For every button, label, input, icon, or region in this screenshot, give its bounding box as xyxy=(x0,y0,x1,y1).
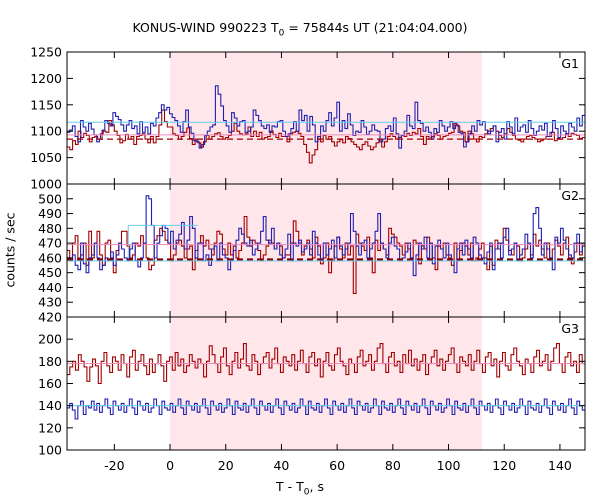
panel-g1: 1000 1050 1100 1150 1200 1250 G1 xyxy=(30,45,586,192)
y-tick-label: 1000 xyxy=(30,177,62,192)
x-tick-label: 80 xyxy=(385,458,401,473)
y-axis-label: counts / sec xyxy=(2,212,18,288)
series-red-g1 xyxy=(67,109,585,164)
y-tick-label: 120 xyxy=(38,420,62,435)
y-tick-label: 100 xyxy=(38,443,62,458)
y-tick-label: 1250 xyxy=(30,45,62,60)
x-tick-label: 20 xyxy=(218,458,234,473)
panel-label-g3: G3 xyxy=(561,321,579,336)
chart-title: KONUS-WIND 990223 T0 = 75844s UT (21:04:… xyxy=(132,20,468,39)
y-tick-label: 1150 xyxy=(30,97,62,112)
x-tick-label: 140 xyxy=(548,458,572,473)
y-tick-label: 140 xyxy=(38,398,62,413)
panel-label-g1: G1 xyxy=(561,56,579,71)
y-tick-label: 180 xyxy=(38,354,62,369)
y-tick-label: 480 xyxy=(38,221,62,236)
series-blue-g1 xyxy=(67,85,585,149)
y-tick-label: 200 xyxy=(38,332,62,347)
y-tick-label: 470 xyxy=(38,236,62,251)
y-tick-label: 500 xyxy=(38,191,62,206)
y-tick-label: 460 xyxy=(38,250,62,265)
panel-g3: 100 120 140 160 180 200 G3 xyxy=(38,316,586,458)
y-tick-label: 430 xyxy=(38,295,62,310)
y-tick-label: 1050 xyxy=(30,150,62,165)
x-tick-label: 120 xyxy=(492,458,516,473)
x-tick-label: 60 xyxy=(329,458,345,473)
x-tick-label: 100 xyxy=(437,458,461,473)
x-tick-label: 40 xyxy=(273,458,289,473)
x-axis-label: T - T0, s xyxy=(276,479,324,498)
y-tick-label: 1100 xyxy=(30,124,62,139)
series-blue-g3 xyxy=(67,398,585,420)
y-tick-label: 490 xyxy=(38,206,62,221)
y-tick-label: 420 xyxy=(38,310,62,325)
y-tick-label: 450 xyxy=(38,265,62,280)
series-red-g3 xyxy=(67,343,585,385)
y-tick-label: 440 xyxy=(38,280,62,295)
x-tick-label: 0 xyxy=(166,458,174,473)
x-tick-label: -20 xyxy=(104,458,124,473)
y-tick-label: 160 xyxy=(38,376,62,391)
y-tick-label: 1200 xyxy=(30,71,62,86)
panel-label-g2: G2 xyxy=(561,188,579,203)
